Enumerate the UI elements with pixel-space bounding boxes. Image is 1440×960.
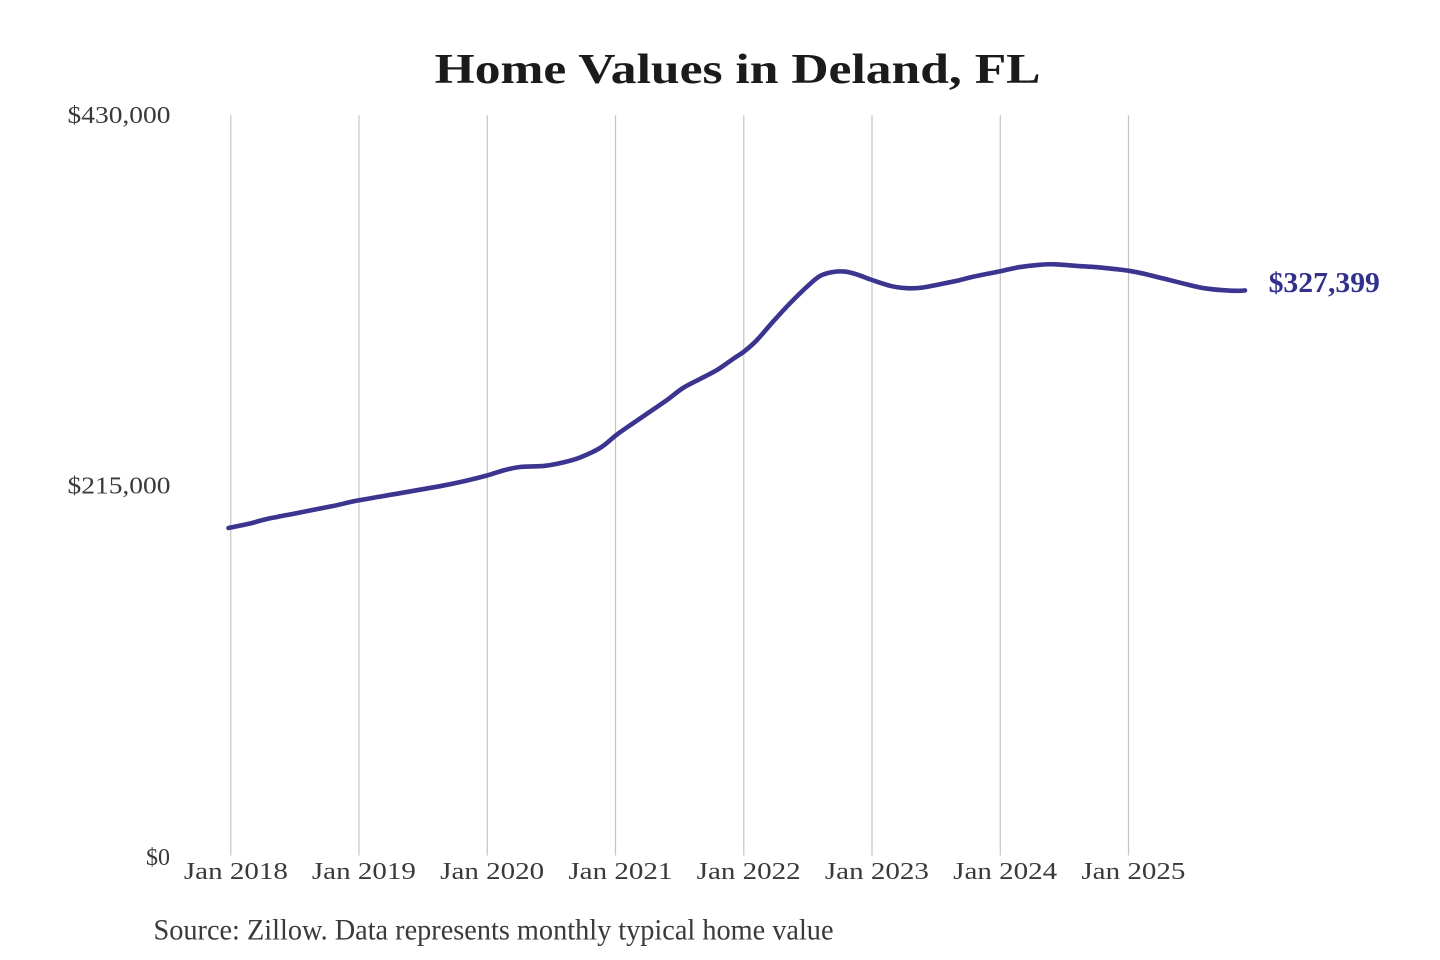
svg-text:$327,399: $327,399 [1269,268,1380,299]
svg-text:$215,000: $215,000 [68,474,171,500]
svg-text:Jan 2024: Jan 2024 [953,859,1057,885]
svg-text:Jan 2021: Jan 2021 [568,859,672,885]
svg-text:Jan 2023: Jan 2023 [825,859,929,885]
svg-text:Source: Zillow. Data represent: Source: Zillow. Data represents monthly … [154,914,834,947]
svg-text:$430,000: $430,000 [68,103,171,129]
svg-text:Jan 2019: Jan 2019 [312,859,416,885]
svg-text:Jan 2025: Jan 2025 [1081,859,1185,885]
svg-text:Jan 2020: Jan 2020 [440,859,544,885]
svg-text:$0: $0 [146,845,170,871]
svg-text:Jan 2022: Jan 2022 [697,859,801,885]
svg-text:Jan 2018: Jan 2018 [184,859,288,885]
svg-text:Home Values in Deland, FL: Home Values in Deland, FL [435,46,1041,93]
